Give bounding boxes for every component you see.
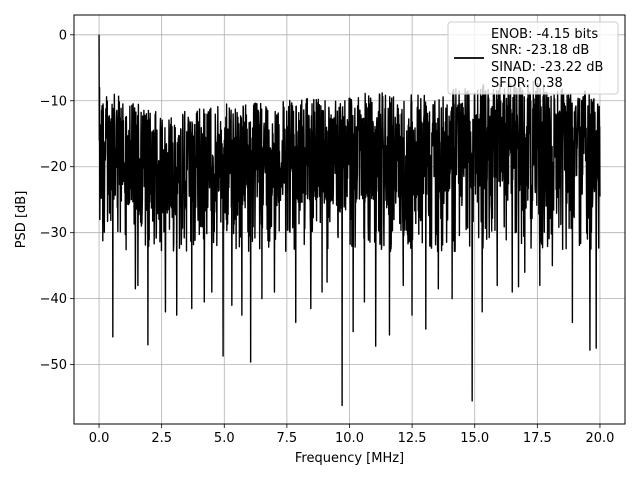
legend-sinad: SINAD: -23.22 dB <box>491 60 603 75</box>
x-tick-label: 15.0 <box>460 431 489 446</box>
x-tick-label: 5.0 <box>214 431 235 446</box>
legend-sfdr: SFDR: 0.38 <box>491 76 563 91</box>
y-axis-label: PSD [dB] <box>14 191 29 249</box>
legend-snr: SNR: -23.18 dB <box>491 43 589 58</box>
y-tick-label: −20 <box>40 160 67 175</box>
x-tick-label: 0.0 <box>89 431 110 446</box>
y-tick-label: −10 <box>40 94 67 109</box>
x-tick-label: 17.5 <box>523 431 552 446</box>
x-tick-label: 2.5 <box>151 431 172 446</box>
legend: ENOB: -4.15 bits SNR: -23.18 dB SINAD: -… <box>447 21 619 95</box>
x-tick-label: 7.5 <box>277 431 298 446</box>
x-tick-label: 12.5 <box>398 431 427 446</box>
x-tick-label: 20.0 <box>585 431 614 446</box>
y-tick-label: −30 <box>40 226 67 241</box>
y-tick-label: −50 <box>40 358 67 373</box>
x-axis-label: Frequency [MHz] <box>295 451 404 466</box>
y-tick-label: −40 <box>40 292 67 307</box>
y-tick-label: 0 <box>59 28 67 43</box>
axes-frame <box>73 14 626 425</box>
legend-enob: ENOB: -4.15 bits <box>491 27 598 42</box>
x-tick-label: 10.0 <box>335 431 364 446</box>
x-axis-ticks: 0.0 2.5 5.0 7.5 10.0 12.5 15.0 17.5 20.0 <box>89 424 614 446</box>
y-axis-ticks: 0 −10 −20 −30 −40 −50 <box>40 28 74 373</box>
psd-trace <box>98 34 601 407</box>
psd-series <box>98 34 601 407</box>
legend-box <box>447 21 619 95</box>
